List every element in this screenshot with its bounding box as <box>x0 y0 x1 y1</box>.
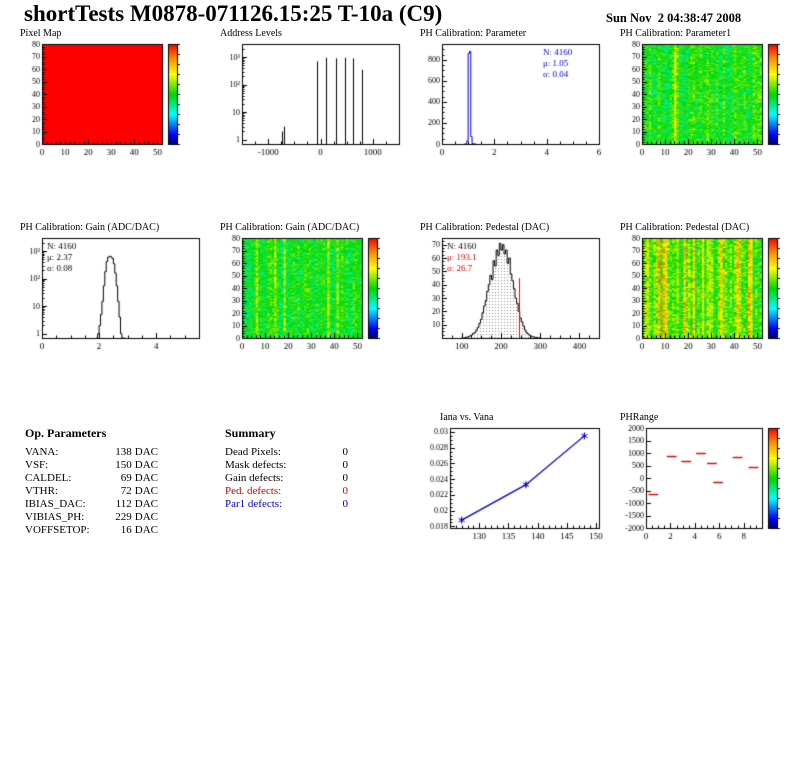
summary-rows: Dead Pixels: 0 Mask defects: 0 Gain defects:… <box>225 446 348 511</box>
page-title: shortTests M0878-071126.15:25 T-10a (C9) <box>24 1 443 26</box>
panel-address-levels: Address Levels <box>216 28 408 168</box>
address-levels-chart <box>216 40 406 168</box>
text-row: VSF: 150 DAC <box>25 459 158 472</box>
row-number: 72 <box>120 485 132 497</box>
panel-gain-map: PH Calibration: Gain (ADC/DAC) <box>216 222 408 362</box>
row-value: 16 DAC <box>110 524 158 537</box>
row-label: Mask defects: <box>225 459 287 471</box>
gain-map-chart <box>216 234 406 362</box>
row-number: 138 <box>115 446 132 458</box>
row-unit: DAC <box>134 511 158 523</box>
panel-pedestal-hist: PH Calibration: Pedestal (DAC) <box>416 222 608 362</box>
row-number: 150 <box>115 459 132 471</box>
text-row: Gain defects: 0 <box>225 472 348 485</box>
text-row: VIBIAS_PH: 229 DAC <box>25 511 158 524</box>
row-label: Ped. defects: <box>225 485 282 497</box>
panel-ph-parameter: PH Calibration: Parameter <box>416 28 608 168</box>
row-label: CALDEL: <box>25 472 72 484</box>
chart-title-pedestal-hist: PH Calibration: Pedestal (DAC) <box>420 222 550 233</box>
chart-title-iana-vs-vana: Iana vs. Vana <box>440 412 494 423</box>
ph-parameter-chart <box>416 40 606 168</box>
row-label: VOFFSETOP: <box>25 524 90 536</box>
row-label: IBIAS_DAC: <box>25 498 86 510</box>
panel-iana-vs-vana: Iana vs. Vana <box>416 412 608 552</box>
panel-pedestal-map: PH Calibration: Pedestal (DAC) <box>616 222 796 362</box>
timestamp: Sun Nov 2 04:38:47 2008 <box>606 11 742 25</box>
row-value: 72 DAC <box>110 485 158 498</box>
phrange-chart <box>616 424 796 552</box>
ph-parameter1-map-chart <box>616 40 796 168</box>
chart-title-phrange: PHRange <box>620 412 659 423</box>
chart-title-ph-parameter1-map: PH Calibration: Parameter1 <box>620 28 732 39</box>
row-label: Dead Pixels: <box>225 446 281 458</box>
row-number: 229 <box>115 511 132 523</box>
row-value: 138 DAC <box>110 446 158 459</box>
chart-title-pedestal-map: PH Calibration: Pedestal (DAC) <box>620 222 750 233</box>
row-label: VANA: <box>25 446 59 458</box>
row-value: 229 DAC <box>110 511 158 524</box>
row-label: VIBIAS_PH: <box>25 511 85 523</box>
op-parameters-title: Op. Parameters <box>25 426 107 440</box>
chart-title-gain-hist: PH Calibration: Gain (ADC/DAC) <box>20 222 160 233</box>
text-row: VANA: 138 DAC <box>25 446 158 459</box>
row-value: 0 <box>342 485 349 497</box>
op-parameters-panel: Op. Parameters VANA: 138 DAC VSF: 150 DAC CALD… <box>25 426 158 537</box>
text-row: CALDEL: 69 DAC <box>25 472 158 485</box>
gain-hist-chart <box>16 234 206 362</box>
text-row: Ped. defects: 0 <box>225 485 348 498</box>
op-parameters-rows: VANA: 138 DAC VSF: 150 DAC CALDEL: 69 DAC VTHR: 72… <box>25 446 158 537</box>
panel-pixel-map: Pixel Map <box>16 28 208 168</box>
panel-ph-parameter1-map: PH Calibration: Parameter1 <box>616 28 796 168</box>
text-row: Par1 defects: 0 <box>225 498 348 511</box>
summary-panel: Summary Dead Pixels: 0 Mask defects: 0 Gain … <box>225 426 348 511</box>
panel-phrange: PHRange <box>616 412 796 552</box>
text-row: Mask defects: 0 <box>225 459 348 472</box>
pixel-map-chart <box>16 40 206 168</box>
text-row: Dead Pixels: 0 <box>225 446 348 459</box>
text-row: IBIAS_DAC: 112 DAC <box>25 498 158 511</box>
row-unit: DAC <box>134 472 158 484</box>
row-value: 150 DAC <box>110 459 158 472</box>
iana-vs-vana-chart <box>416 424 606 552</box>
row-label: VSF: <box>25 459 49 471</box>
chart-title-pixel-map: Pixel Map <box>20 28 62 39</box>
row-number: 69 <box>120 472 132 484</box>
row-value: 0 <box>342 498 349 510</box>
row-value: 0 <box>342 446 349 458</box>
row-unit: DAC <box>134 459 158 471</box>
chart-title-ph-parameter: PH Calibration: Parameter <box>420 28 527 39</box>
chart-title-gain-map: PH Calibration: Gain (ADC/DAC) <box>220 222 360 233</box>
row-unit: DAC <box>134 524 158 536</box>
row-unit: DAC <box>134 498 158 510</box>
row-number: 16 <box>120 524 132 536</box>
row-unit: DAC <box>134 485 158 497</box>
panel-gain-hist: PH Calibration: Gain (ADC/DAC) <box>16 222 208 362</box>
row-label: Par1 defects: <box>225 498 283 510</box>
pedestal-map-chart <box>616 234 796 362</box>
chart-title-address-levels: Address Levels <box>220 28 282 39</box>
pedestal-hist-chart <box>416 234 606 362</box>
row-value: 69 DAC <box>110 472 158 485</box>
row-number: 112 <box>115 498 132 510</box>
row-unit: DAC <box>134 446 158 458</box>
row-label: Gain defects: <box>225 472 284 484</box>
row-label: VTHR: <box>25 485 58 497</box>
row-value: 112 DAC <box>110 498 158 511</box>
text-row: VOFFSETOP: 16 DAC <box>25 524 158 537</box>
text-row: VTHR: 72 DAC <box>25 485 158 498</box>
row-value: 0 <box>342 472 349 484</box>
row-value: 0 <box>342 459 349 471</box>
summary-title: Summary <box>225 426 276 440</box>
